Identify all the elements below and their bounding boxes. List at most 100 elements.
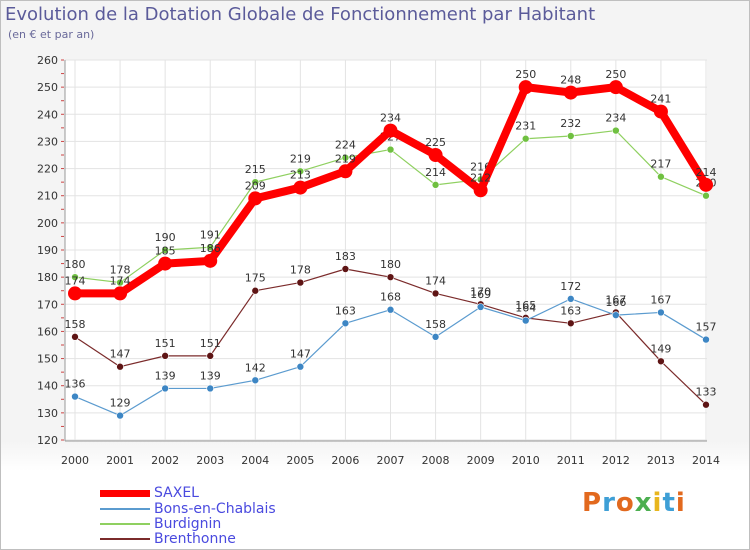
data-point-bons-en-chablais: [296, 362, 305, 371]
data-label-bons-en-chablais: 166: [605, 296, 626, 309]
data-label-bons-en-chablais: 163: [335, 304, 356, 317]
x-tick-label: 2012: [602, 454, 630, 467]
data-label-bons-en-chablais: 168: [380, 291, 401, 304]
x-tick-label: 2005: [286, 454, 314, 467]
data-label-bons-en-chablais: 157: [696, 321, 717, 334]
y-tick-label: 170: [37, 298, 58, 311]
data-point-saxel: [383, 123, 398, 138]
legend-swatch-brenthonne: [100, 538, 150, 540]
y-tick-label: 220: [37, 163, 58, 176]
data-point-bons-en-chablais: [702, 335, 710, 344]
data-label-bons-en-chablais: 129: [110, 397, 131, 410]
x-tick-label: 2007: [377, 454, 405, 467]
data-label-brenthonne: 147: [110, 348, 131, 361]
data-point-bons-en-chablais: [431, 333, 440, 341]
data-label-burdignin: 178: [110, 264, 131, 277]
data-point-brenthonne: [251, 286, 260, 295]
legend-item-burdignin: Burdignin: [100, 516, 222, 532]
data-label-saxel: 213: [290, 169, 311, 182]
data-label-brenthonne: 151: [200, 337, 221, 350]
data-point-burdignin: [341, 153, 350, 162]
data-point-saxel: [653, 104, 668, 119]
data-point-saxel: [563, 85, 578, 100]
data-label-brenthonne: 180: [380, 258, 401, 271]
data-label-burdignin: 217: [650, 158, 671, 171]
y-tick-label: 210: [37, 190, 58, 203]
y-tick-label: 150: [37, 353, 58, 366]
data-label-brenthonne: 158: [65, 318, 86, 331]
data-label-burdignin: 190: [155, 231, 176, 244]
data-point-bons-en-chablais: [116, 411, 124, 420]
data-point-bons-en-chablais: [206, 384, 215, 393]
data-point-brenthonne: [296, 278, 305, 287]
data-point-saxel: [158, 256, 173, 271]
data-point-burdignin: [431, 181, 440, 189]
data-label-saxel: 186: [200, 242, 221, 255]
data-point-brenthonne: [161, 352, 169, 360]
data-point-bons-en-chablais: [612, 311, 620, 319]
data-label-burdignin: 219: [290, 152, 311, 165]
data-point-bons-en-chablais: [161, 384, 169, 393]
data-label-saxel: 250: [515, 68, 536, 81]
data-label-brenthonne: 170: [470, 285, 491, 298]
data-point-saxel: [113, 286, 128, 301]
data-label-burdignin: 215: [245, 163, 266, 176]
chart-title: Evolution de la Dotation Globale de Fonc…: [5, 4, 596, 25]
data-point-brenthonne: [566, 319, 575, 328]
data-point-brenthonne: [206, 352, 215, 360]
data-label-burdignin: 231: [515, 120, 536, 133]
data-label-bons-en-chablais: 164: [515, 302, 536, 315]
data-point-bons-en-chablais: [341, 319, 350, 328]
data-label-saxel: 250: [605, 68, 626, 81]
data-label-brenthonne: 151: [155, 337, 176, 350]
data-label-saxel: 248: [560, 74, 581, 87]
legend-swatch-bons-en-chablais: [100, 508, 150, 510]
data-label-bons-en-chablais: 136: [65, 378, 86, 391]
data-label-bons-en-chablais: 158: [425, 318, 446, 331]
data-point-bons-en-chablais: [386, 305, 395, 314]
data-point-brenthonne: [657, 357, 665, 366]
y-tick-label: 140: [37, 380, 58, 393]
data-label-bons-en-chablais: 147: [290, 348, 311, 361]
data-label-saxel: 219: [335, 152, 356, 165]
x-tick-label: 2002: [151, 454, 179, 467]
legend-label-burdignin: Burdignin: [154, 516, 222, 532]
data-label-bons-en-chablais: 167: [650, 293, 671, 306]
data-point-burdignin: [296, 167, 305, 176]
legend-swatch-burdignin: [100, 523, 150, 525]
data-point-burdignin: [386, 145, 395, 154]
data-point-saxel: [699, 177, 713, 192]
data-label-burdignin: 191: [200, 228, 221, 241]
data-label-brenthonne: 183: [335, 250, 356, 263]
x-tick-label: 2004: [241, 454, 269, 467]
data-label-burdignin: 224: [335, 139, 356, 152]
data-label-burdignin: 232: [560, 117, 581, 130]
data-label-saxel: 214: [696, 166, 717, 179]
x-tick-label: 2008: [422, 454, 450, 467]
line-chart: 120 130 140 150 160 170 180 190 200 210 220 230 240 2…: [37, 54, 720, 467]
data-point-bons-en-chablais: [71, 392, 79, 401]
data-point-saxel: [608, 80, 623, 95]
data-label-saxel: 174: [110, 274, 131, 287]
data-point-brenthonne: [386, 273, 395, 281]
data-point-burdignin: [251, 178, 260, 186]
data-point-brenthonne: [71, 333, 79, 341]
data-point-burdignin: [521, 134, 530, 143]
data-label-bons-en-chablais: 139: [200, 369, 221, 382]
y-tick-label: 250: [37, 81, 58, 94]
data-point-burdignin: [206, 243, 215, 252]
legend-item-bons-en-chablais: Bons-en-Chablais: [100, 501, 276, 517]
y-tick-label: 160: [37, 325, 58, 338]
x-tick-label: 2014: [692, 454, 720, 467]
data-label-saxel: 212: [470, 171, 491, 184]
data-point-saxel: [518, 80, 533, 95]
legend-label-bons-en-chablais: Bons-en-Chablais: [154, 501, 276, 517]
x-tick-label: 2000: [61, 454, 89, 467]
data-label-saxel: 241: [650, 93, 671, 106]
y-tick-label: 190: [37, 244, 58, 257]
legend-item-saxel: SAXEL: [100, 485, 199, 501]
data-point-bons-en-chablais: [251, 376, 260, 385]
data-point-brenthonne: [341, 265, 350, 273]
data-point-saxel: [473, 183, 488, 198]
data-label-brenthonne: 149: [650, 342, 671, 355]
